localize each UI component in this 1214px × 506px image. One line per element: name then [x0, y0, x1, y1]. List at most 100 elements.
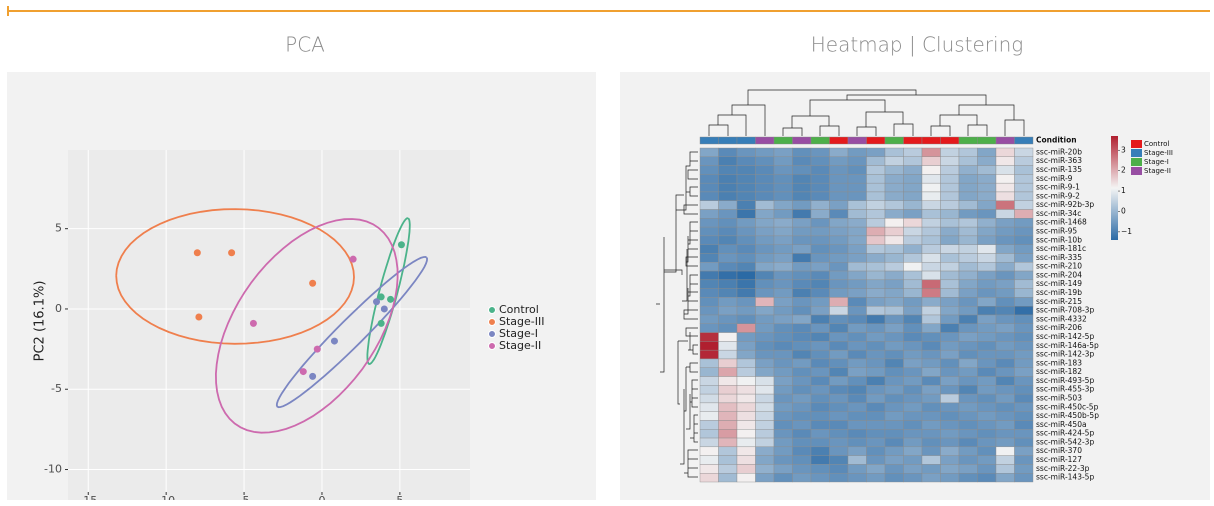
heatmap-cell: [829, 385, 849, 395]
heatmap-cell: [921, 244, 941, 254]
heatmap-cell: [755, 402, 775, 412]
heatmap-cell: [829, 279, 849, 289]
heatmap-cell: [699, 209, 719, 219]
heatmap-cell: [755, 306, 775, 316]
heatmap-cell: [736, 367, 756, 377]
heatmap-cell: [829, 349, 849, 360]
heatmap-cell: [699, 376, 719, 386]
heatmap-cell: [829, 437, 849, 448]
heatmap-cell: [921, 473, 941, 483]
heatmap-cell: [903, 174, 923, 184]
heatmap-cell: [847, 473, 867, 483]
annotation-cell: [755, 136, 775, 145]
row-label: ssc-miR-708-3p: [1036, 306, 1094, 315]
annotation-cell: [866, 136, 886, 145]
heatmap-cell: [1014, 323, 1034, 333]
heatmap-cell: [718, 349, 738, 360]
heatmap-cell: [940, 218, 960, 228]
heatmap-cell: [866, 253, 886, 263]
heatmap-cell: [884, 385, 904, 395]
heatmap-cell: [958, 455, 978, 465]
x-tick-label: -10: [157, 494, 175, 506]
heatmap-cell: [718, 358, 738, 368]
heatmap-cell: [1014, 306, 1034, 316]
heatmap-cell: [903, 429, 923, 439]
heatmap-cell: [1014, 446, 1034, 456]
heatmap-cell: [866, 411, 886, 421]
heatmap-cell: [699, 156, 719, 166]
heatmap-cell: [847, 226, 867, 237]
heatmap-cell: [977, 446, 997, 456]
color-scale-label: −1: [1121, 227, 1132, 236]
heatmap-cell: [921, 209, 941, 219]
heatmap-cell: [792, 174, 812, 184]
row-label: ssc-miR-363: [1036, 156, 1082, 165]
heatmap-cell: [736, 209, 756, 219]
heatmap-cell: [829, 288, 849, 298]
row-label: ssc-miR-95: [1036, 227, 1077, 236]
heatmap-cell: [995, 262, 1015, 272]
heatmap-cell: [699, 464, 719, 474]
heatmap-cell: [773, 323, 793, 333]
heatmap-cell: [792, 244, 812, 254]
heatmap-cell: [773, 402, 793, 412]
heatmap-cell: [718, 235, 738, 245]
heatmap-cell: [755, 446, 775, 456]
heatmap-cell: [884, 393, 904, 404]
heatmap-cell: [773, 244, 793, 254]
heatmap-cell: [977, 455, 997, 465]
heatmap-cell: [847, 358, 867, 368]
heatmap-cell: [792, 464, 812, 474]
heatmap-cell: [773, 420, 793, 430]
heatmap-cell: [736, 288, 756, 298]
color-scale-label: 3: [1121, 145, 1126, 154]
row-label: ssc-miR-1468: [1036, 218, 1087, 227]
heatmap-cell: [736, 446, 756, 456]
heatmap-cell: [792, 411, 812, 421]
row-label: ssc-miR-20b: [1036, 147, 1082, 156]
heatmap-cell: [866, 156, 886, 166]
heatmap-cell: [718, 323, 738, 333]
heatmap-cell: [755, 235, 775, 245]
heatmap-cell: [829, 165, 849, 175]
point: [387, 295, 395, 303]
heatmap-cell: [829, 270, 849, 281]
heatmap-cell: [1014, 385, 1034, 395]
annotation-cell: [903, 136, 923, 145]
heatmap-cell: [755, 191, 775, 201]
heatmap-cell: [866, 455, 886, 465]
heatmap-cell: [718, 385, 738, 395]
heatmap-cell: [940, 156, 960, 166]
heatmap-cell: [810, 226, 830, 237]
heatmap-cell: [1014, 182, 1034, 193]
heatmap-cell: [921, 411, 941, 421]
heatmap-cell: [755, 385, 775, 395]
heatmap-cell: [995, 253, 1015, 263]
heatmap-cell: [958, 341, 978, 351]
heatmap-cell: [940, 209, 960, 219]
annotation-cell: [940, 136, 960, 145]
heatmap-cell: [792, 297, 812, 307]
heatmap-cell: [977, 226, 997, 237]
heatmap-cell: [736, 165, 756, 175]
row-label: ssc-miR-4332: [1036, 314, 1087, 323]
heatmap-cell: [699, 174, 719, 184]
heatmap-cell: [995, 341, 1015, 351]
heatmap-cell: [755, 200, 775, 210]
row-label: ssc-miR-335: [1036, 253, 1082, 262]
heatmap-cell: [866, 349, 886, 360]
heatmap-cell: [1014, 165, 1034, 175]
heatmap-cell: [699, 253, 719, 263]
heatmap-cell: [718, 182, 738, 193]
heatmap-cell: [884, 218, 904, 228]
row-label: ssc-miR-182: [1036, 367, 1082, 376]
heatmap-cell: [847, 165, 867, 175]
heatmap-cell: [847, 253, 867, 263]
heatmap-cell: [995, 332, 1015, 342]
heatmap-cell: [810, 191, 830, 201]
heatmap-cell: [958, 402, 978, 412]
heatmap-cell: [718, 262, 738, 272]
heatmap-cell: [792, 349, 812, 360]
heatmap-cell: [866, 473, 886, 483]
heatmap-cell: [884, 235, 904, 245]
